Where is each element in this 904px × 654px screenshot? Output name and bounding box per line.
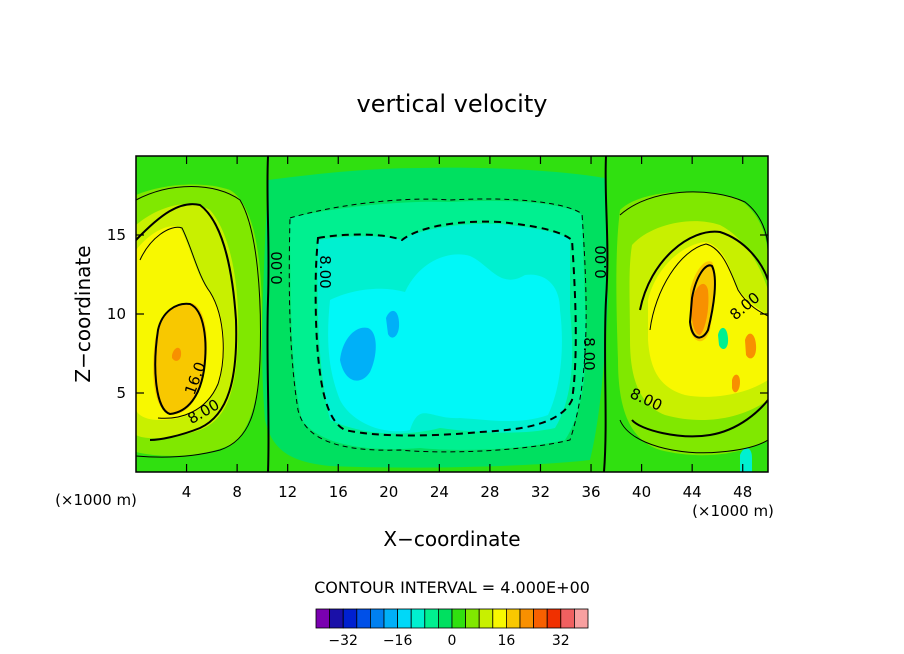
colorbar-tick-label: −32 <box>328 633 358 649</box>
contour-label: 0.00 <box>268 251 286 284</box>
colorbar-tick-label: 16 <box>497 633 515 649</box>
plot-area: 0.00 8.00 16.0 8.00 8.00 0.00 8.00 8.00 <box>136 156 768 472</box>
colorbar-swatch <box>369 608 385 629</box>
x-tick-label: 20 <box>379 483 398 501</box>
contour-plus4-left <box>136 186 261 458</box>
y-tick-label: 5 <box>116 384 126 402</box>
downdraft-core-2 <box>386 310 400 338</box>
x-axis-title: X−coordinate <box>383 527 520 551</box>
downdraft-region-level4 <box>328 254 562 432</box>
colorbar-swatch <box>465 608 480 629</box>
colorbar-swatch <box>424 608 439 629</box>
contour-plus8-left <box>136 203 238 441</box>
y-axis: 5 10 15 <box>107 226 768 402</box>
contour-label: 0.00 <box>592 245 610 278</box>
colorbar-swatch <box>356 608 371 629</box>
downdraft-core-1 <box>340 327 376 381</box>
x-tick-label: 8 <box>232 483 242 501</box>
x-tick-label: 36 <box>581 483 600 501</box>
colorbar-swatch <box>546 608 562 629</box>
contour-plus4-right <box>619 191 768 454</box>
contour-plus16-left <box>154 302 207 416</box>
colorbar-swatch <box>383 608 399 629</box>
right-updraft-cell <box>745 333 757 359</box>
x-tick-label: 16 <box>329 483 348 501</box>
colorbar-swatch <box>451 608 467 629</box>
contour-minus8 <box>314 220 577 437</box>
right-updraft-core <box>691 283 709 335</box>
x-tick-label: 4 <box>182 483 192 501</box>
contour-zero-right <box>603 156 609 472</box>
colorbar-swatch <box>397 608 412 629</box>
y-tick-label: 15 <box>107 226 126 244</box>
x-unit-label: (×1000 m) <box>55 491 137 509</box>
x-tick-label: 44 <box>683 483 702 501</box>
contour-label: 8.00 <box>316 255 334 288</box>
right-updraft-cell-2 <box>732 374 740 393</box>
left-updraft-core <box>172 347 182 361</box>
contour-plus8-right <box>631 230 768 438</box>
colorbar-swatch <box>560 608 575 629</box>
contour-interval: CONTOUR INTERVAL = 4.000E+00 <box>314 578 590 597</box>
contour-lines <box>136 156 768 472</box>
chart-title: vertical velocity <box>357 90 548 118</box>
x-tick-label: 12 <box>278 483 297 501</box>
colorbar-swatch <box>519 608 535 629</box>
x-tick-label: 28 <box>480 483 499 501</box>
colorbar-swatch <box>329 608 344 629</box>
colorbar-swatch <box>315 608 331 629</box>
contour-plus12-left <box>139 226 224 419</box>
right-downdraft-spot <box>718 327 729 350</box>
z-unit-label: (×1000 m) <box>692 502 774 520</box>
colorbar-swatch <box>478 608 494 629</box>
y-tick-label: 10 <box>107 305 126 323</box>
x-tick-label: 40 <box>632 483 651 501</box>
right-downdraft-spot-2 <box>740 448 752 472</box>
colorbar: −32 −16 0 16 32 <box>315 608 589 649</box>
colorbar-swatch <box>437 608 453 629</box>
colorbar-tick-label: −16 <box>383 633 413 649</box>
x-tick-label: 24 <box>430 483 449 501</box>
colorbar-swatch <box>533 608 548 629</box>
x-axis: 4 8 12 16 20 24 28 32 36 40 44 48 <box>182 156 752 501</box>
colorbar-swatch <box>342 608 358 629</box>
contour-label: 8.00 <box>580 337 598 370</box>
colorbar-swatch <box>574 608 589 629</box>
contour-plus12-right <box>649 243 768 331</box>
left-updraft-level4 <box>153 302 207 415</box>
contour-zero-left <box>266 156 270 472</box>
x-tick-label: 48 <box>733 483 752 501</box>
x-tick-label: 32 <box>531 483 550 501</box>
contour-plus16-right <box>688 264 716 339</box>
colorbar-swatch <box>410 608 426 629</box>
colorbar-swatch <box>505 608 521 629</box>
y-axis-title: Z−coordinate <box>71 245 95 382</box>
colorbar-tick-label: 32 <box>552 633 570 649</box>
contour-minus4 <box>288 198 587 453</box>
colorbar-tick-label: 0 <box>448 633 457 649</box>
colorbar-swatch <box>492 608 507 629</box>
